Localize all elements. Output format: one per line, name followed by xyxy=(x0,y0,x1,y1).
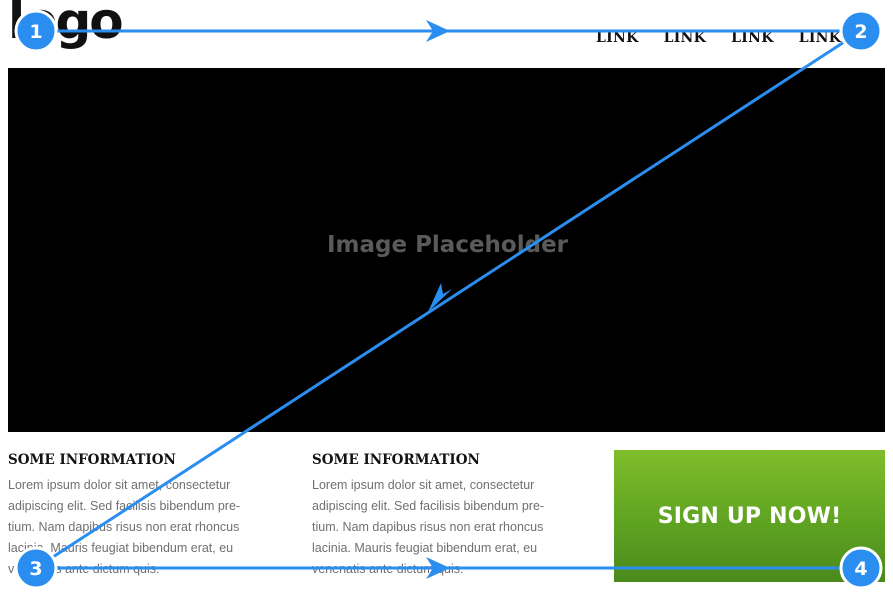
hero-caption: Image Placeholder xyxy=(326,232,569,258)
nav-link-1[interactable]: LINK xyxy=(596,30,639,46)
info-text-line: adipiscing elit. Sed facilisis bibendum … xyxy=(8,499,241,513)
hero-image-placeholder: Image Placeholder xyxy=(8,68,885,432)
nav-link-2[interactable]: LINK xyxy=(663,30,707,46)
info-text-line: lacinia. Mauris feugiat bibendum erat, e… xyxy=(8,541,234,555)
nav-link-3[interactable]: LINK xyxy=(731,30,774,46)
info-text-line: adipiscing elit. Sed facilisis bibendum … xyxy=(312,499,545,513)
info-text-line: tium. Nam dapibus risus non erat rhoncus xyxy=(312,520,544,534)
info-title: SOME INFORMATION xyxy=(8,452,176,468)
info-column-2: SOME INFORMATION Lorem ipsum dolor sit a… xyxy=(312,452,584,580)
info-text-line: Lorem ipsum dolor sit amet, consectetur xyxy=(8,478,231,492)
info-text-line: venenatis ante dictum quis. xyxy=(312,562,464,576)
nav-link-4[interactable]: LINK xyxy=(798,30,842,46)
info-text-line: venenatis ante dictum quis. xyxy=(8,562,160,576)
main-nav: LINK LINK LINK LINK xyxy=(596,30,841,46)
marker-number: 2 xyxy=(854,21,867,43)
info-title: SOME INFORMATION xyxy=(312,452,480,468)
info-text-line: lacinia. Mauris feugiat bibendum erat, e… xyxy=(312,541,538,555)
sign-up-button[interactable]: SIGN UP NOW! xyxy=(614,450,885,582)
info-column-1: SOME INFORMATION Lorem ipsum dolor sit a… xyxy=(8,452,280,580)
path-marker-2: 2 xyxy=(839,9,883,53)
info-text-line: tium. Nam dapibus risus non erat rhoncus xyxy=(8,520,240,534)
direction-arrow-icon xyxy=(426,20,450,42)
sign-up-label: SIGN UP NOW! xyxy=(657,503,842,529)
logo[interactable]: logo xyxy=(8,0,124,50)
info-text-line: Lorem ipsum dolor sit amet, consectetur xyxy=(312,478,535,492)
